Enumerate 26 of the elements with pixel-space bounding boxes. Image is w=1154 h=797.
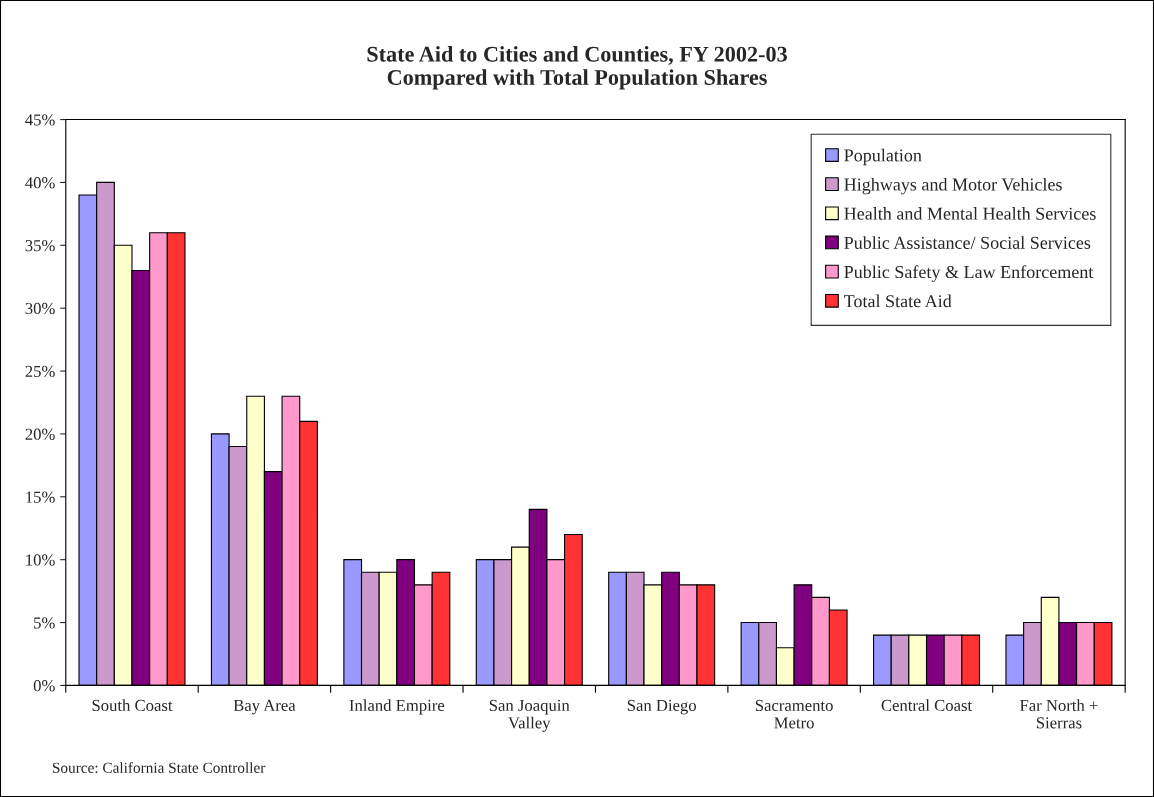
chart-title: State Aid to Cities and Counties, FY 2002-03 Compared with Total Population Shares (367, 46, 787, 90)
x-tick-label: South Coast (92, 699, 173, 712)
y-tick-label: 15% (26, 491, 55, 503)
x-tick-label: Far North + Sierras (1020, 699, 1098, 729)
y-tick-label: 45% (25, 114, 55, 126)
x-tick-label: Sacramento Metro (755, 699, 833, 729)
x-tick-label: Inland Empire (349, 699, 445, 715)
y-tick-label: 35% (25, 240, 55, 252)
y-tick-label: 5% (34, 617, 55, 629)
source-note: Source: California State Controller (52, 762, 266, 773)
y-tick-label: 10% (26, 554, 55, 566)
y-tick-label: 40% (25, 177, 55, 189)
y-tick-label: 25% (25, 365, 55, 378)
y-tick-label: 30% (25, 302, 55, 315)
x-tick-label: San Diego (627, 699, 696, 715)
legend-label: Highways and Motor Vehicles (844, 177, 1062, 195)
legend-label: Health and Mental Health Services (844, 207, 1096, 220)
x-tick-label: San Joaquin Valley (489, 699, 570, 732)
x-tick-label: Central Coast (881, 699, 973, 712)
legend-label: Total State Aid (844, 294, 952, 308)
legend-label: Public Assistance/ Social Services (844, 236, 1091, 249)
legend-label: Population (844, 148, 922, 166)
x-tick-label: Bay Area (233, 699, 296, 715)
y-tick-label: 20% (25, 428, 55, 440)
legend-label: Public Safety & Law Enforcement (844, 265, 1094, 282)
y-tick-label: 0% (33, 680, 55, 692)
